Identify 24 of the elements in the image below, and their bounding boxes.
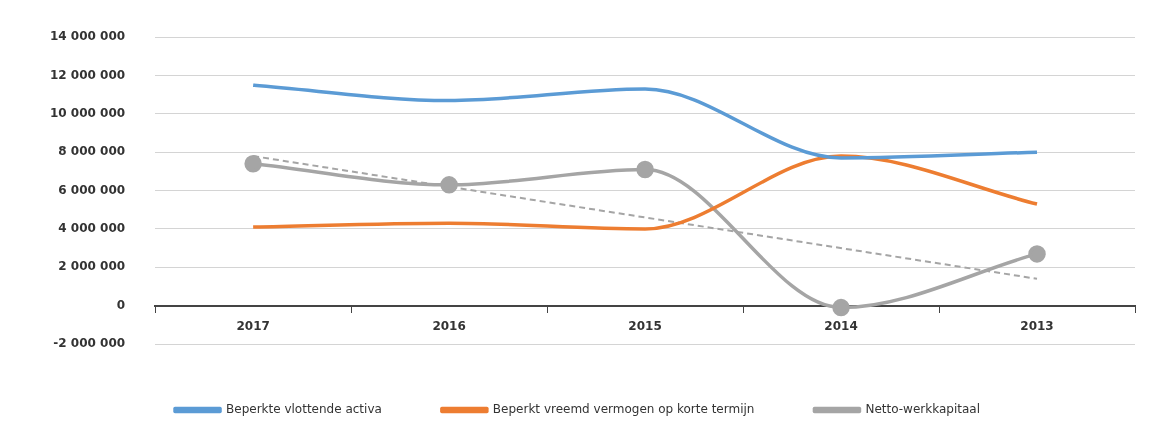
y-tick-label: 8 000 000 — [58, 144, 126, 159]
legend-label: Netto-werkkapitaal — [865, 402, 980, 417]
line-series — [251, 154, 1039, 231]
y-tick-label: -2 000 000 — [53, 336, 126, 351]
x-tick-label: 2017 — [236, 318, 270, 333]
point — [244, 155, 262, 173]
x-tick-label: 2014 — [824, 318, 858, 333]
point — [636, 160, 654, 179]
line-series — [251, 83, 1039, 160]
legend-label: Beperkte vlottende activa — [226, 402, 382, 417]
y-tick-label: 0 — [116, 297, 126, 312]
x-tick-label: 2013 — [1020, 318, 1054, 333]
point — [440, 176, 458, 194]
y-tick-label: 10 000 000 — [50, 106, 126, 121]
y-tick-label: 14 000 000 — [50, 29, 126, 44]
x-tick-label: 2015 — [628, 318, 662, 333]
y-tick-label: 6 000 000 — [58, 182, 126, 197]
y-tick-label: 12 000 000 — [50, 67, 126, 82]
x-tick-label: 2016 — [432, 318, 466, 333]
point — [832, 298, 850, 317]
y-tick-label: 2 000 000 — [58, 259, 126, 274]
point — [1028, 245, 1046, 263]
y-tick-label: 4 000 000 — [58, 221, 126, 236]
legend-label: Beperkt vreemd vermogen op korte termijn — [492, 402, 755, 417]
